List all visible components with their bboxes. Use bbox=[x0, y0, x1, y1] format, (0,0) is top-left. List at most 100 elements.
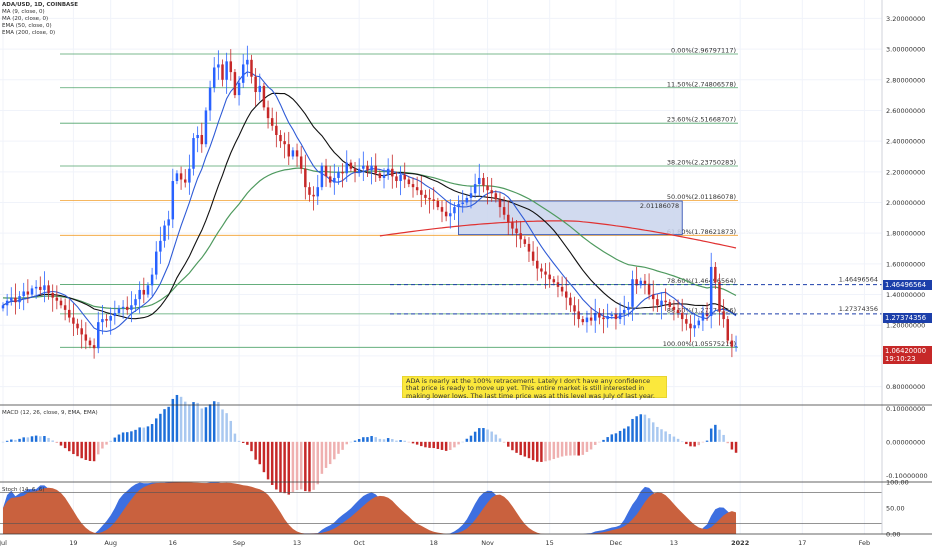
macd-bar bbox=[643, 414, 647, 442]
candle-body bbox=[469, 193, 473, 198]
macd-bar bbox=[196, 402, 199, 442]
candle-body bbox=[217, 64, 220, 68]
candle-body bbox=[676, 309, 680, 313]
macd-bar bbox=[192, 402, 195, 442]
macd-bar bbox=[10, 439, 13, 442]
macd-bar bbox=[188, 404, 191, 442]
macd-bar bbox=[312, 441, 315, 490]
dashed-level-label: 1.27374356 bbox=[839, 305, 878, 313]
macd-bar bbox=[527, 441, 531, 459]
candle-body bbox=[569, 297, 572, 306]
macd-bar bbox=[333, 441, 336, 460]
macd-bar bbox=[424, 441, 427, 448]
candle-body bbox=[424, 194, 427, 198]
fibonacci-levels: 0.00%(2.96797117) 11.50%(2.74806578) 23.60… bbox=[60, 47, 738, 348]
candle-body bbox=[672, 306, 676, 310]
candle-body bbox=[250, 59, 253, 77]
candle-body bbox=[18, 296, 21, 303]
candle-body bbox=[188, 168, 191, 183]
candle-body bbox=[233, 72, 237, 96]
candle-body bbox=[312, 194, 315, 197]
macd-bar bbox=[511, 441, 514, 451]
candle-body bbox=[436, 200, 440, 208]
macd-bar bbox=[519, 441, 522, 456]
candle-body bbox=[76, 323, 79, 329]
time-tick: Aug bbox=[104, 539, 117, 547]
macd-bar bbox=[324, 441, 328, 468]
candle-body bbox=[142, 289, 146, 295]
macd-bar bbox=[299, 441, 303, 490]
support-box: 2.01186078 bbox=[458, 200, 683, 236]
candle-body bbox=[5, 300, 9, 306]
candle-body bbox=[565, 291, 568, 298]
candle-body bbox=[353, 168, 357, 172]
legend-ma9[interactable]: MA (9, close, 0) bbox=[2, 9, 45, 15]
ma9-line bbox=[2, 71, 737, 332]
candle-body bbox=[246, 59, 249, 65]
candle-body bbox=[697, 320, 701, 326]
candle-body bbox=[134, 299, 137, 306]
stoch-legend[interactable]: Stoch (14, 6, 6) bbox=[2, 487, 45, 494]
candle-body bbox=[357, 168, 361, 172]
candle-body bbox=[291, 150, 295, 157]
macd-bar bbox=[486, 429, 489, 442]
candle-body bbox=[241, 64, 245, 83]
candle-body bbox=[407, 179, 411, 185]
macd-bar bbox=[544, 441, 547, 462]
macd-bar bbox=[565, 441, 568, 456]
macd-bar bbox=[204, 407, 208, 442]
candle-body bbox=[183, 179, 187, 183]
macd-bar bbox=[606, 437, 609, 442]
candle-body bbox=[43, 285, 46, 290]
macd-bar bbox=[631, 418, 634, 442]
candle-body bbox=[548, 274, 551, 280]
analysis-note[interactable]: ADA is nearly at the 100% retracement. L… bbox=[402, 376, 667, 399]
candle-body bbox=[150, 274, 154, 286]
macd-bar bbox=[378, 438, 382, 442]
candle-body bbox=[660, 300, 663, 306]
legend-ma20[interactable]: MA (20, close, 0) bbox=[2, 16, 49, 22]
fib-label: 23.60%(2.51668707) bbox=[667, 116, 736, 124]
candle-body bbox=[154, 251, 158, 275]
macd-legend[interactable]: MACD (12, 26, close, 9, EMA, EMA) bbox=[2, 410, 98, 417]
macd-bar bbox=[126, 432, 129, 442]
legend-ema50[interactable]: EMA (50, close, 0) bbox=[2, 23, 52, 29]
macd-bar bbox=[399, 440, 402, 442]
macd-bar bbox=[685, 441, 688, 445]
symbol-title[interactable]: ADA/USD, 1D, COINBASE bbox=[2, 2, 79, 8]
macd-bar bbox=[63, 441, 67, 449]
candle-body bbox=[14, 297, 17, 303]
macd-bar bbox=[391, 439, 394, 442]
macd-bar bbox=[88, 441, 92, 462]
macd-bar bbox=[250, 441, 253, 452]
macd-bar bbox=[341, 441, 344, 450]
candle-body bbox=[515, 228, 518, 234]
macd-bar bbox=[233, 433, 237, 442]
macd-bar bbox=[548, 441, 551, 461]
macd-bar bbox=[656, 426, 659, 442]
macd-bar bbox=[581, 441, 585, 455]
fib-label: 78.60%(1.46496564) bbox=[667, 277, 736, 285]
last-price: 1.06420000 bbox=[885, 347, 927, 355]
candle-body bbox=[689, 323, 692, 329]
moving-averages bbox=[2, 71, 737, 332]
legend-ema200[interactable]: EMA (200, close, 0) bbox=[2, 30, 56, 36]
candle-body bbox=[26, 291, 30, 295]
macd-tick: 0.00000000 bbox=[886, 438, 925, 446]
macd-bar bbox=[552, 441, 556, 460]
macd-bar bbox=[246, 441, 249, 445]
macd-bar bbox=[163, 409, 166, 442]
candle-body bbox=[92, 345, 96, 349]
macd-bar bbox=[415, 441, 419, 445]
candle-body bbox=[10, 297, 13, 301]
candle-body bbox=[308, 187, 311, 195]
macd-bar bbox=[241, 441, 245, 443]
candle-body bbox=[341, 171, 344, 174]
mid-level-badge: 1.27374356 bbox=[883, 313, 932, 323]
macd-bar bbox=[722, 434, 725, 442]
macd-bar bbox=[130, 431, 133, 442]
macd-tick: -0.10000000 bbox=[886, 472, 928, 480]
candle-body bbox=[88, 340, 92, 346]
candle-body bbox=[374, 165, 377, 174]
